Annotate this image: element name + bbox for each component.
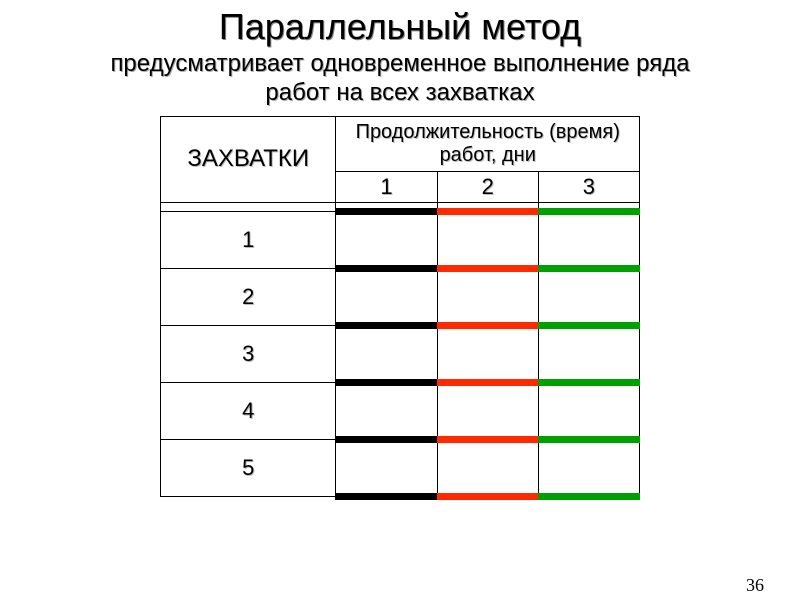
slide-title: Параллельный метод <box>0 6 800 48</box>
gantt-cell <box>336 382 437 439</box>
zakhvatka-row-label: 3 <box>161 325 336 382</box>
gantt-table: ЗАХВАТКИ Продолжительность (время) работ… <box>160 116 640 497</box>
day-label-3: 3 <box>538 171 639 202</box>
subtitle-line-1: предусматривает одновременное выполнение… <box>110 50 689 77</box>
gantt-cell <box>538 268 639 325</box>
header-bar-cell <box>336 202 437 211</box>
header-duration: Продолжительность (время) работ, дни <box>336 116 640 171</box>
gantt-bar <box>335 493 437 500</box>
gantt-cell <box>437 439 538 496</box>
zakhvatka-row-label: 2 <box>161 268 336 325</box>
gantt-cell <box>538 439 639 496</box>
gantt-body: 12345 <box>161 202 640 496</box>
gantt-cell <box>437 211 538 268</box>
page-number: 36 <box>746 575 764 596</box>
day-label-1: 1 <box>336 171 437 202</box>
gantt-bar <box>538 493 640 500</box>
gantt-cell <box>538 382 639 439</box>
gantt-cell <box>538 211 639 268</box>
gantt-bar <box>437 493 539 500</box>
gantt-cell <box>336 268 437 325</box>
day-label-2: 2 <box>437 171 538 202</box>
header-bar-cell <box>538 202 639 211</box>
gantt-cell <box>437 268 538 325</box>
header-bar-cell <box>437 202 538 211</box>
gantt-cell <box>336 325 437 382</box>
gantt-cell <box>437 382 538 439</box>
subtitle-line-2: работ на всех захватках <box>265 79 534 106</box>
header-zakhvatki: ЗАХВАТКИ <box>161 116 336 202</box>
slide-subtitle: предусматривает одновременное выполнение… <box>30 50 770 108</box>
zakhvatka-row-label: 5 <box>161 439 336 496</box>
header-bar-spacer <box>161 202 336 211</box>
gantt-cell <box>336 211 437 268</box>
zakhvatka-row-label: 4 <box>161 382 336 439</box>
gantt-table-wrap: ЗАХВАТКИ Продолжительность (время) работ… <box>160 116 640 497</box>
gantt-cell <box>437 325 538 382</box>
gantt-cell <box>336 439 437 496</box>
gantt-cell <box>538 325 639 382</box>
zakhvatka-row-label: 1 <box>161 211 336 268</box>
